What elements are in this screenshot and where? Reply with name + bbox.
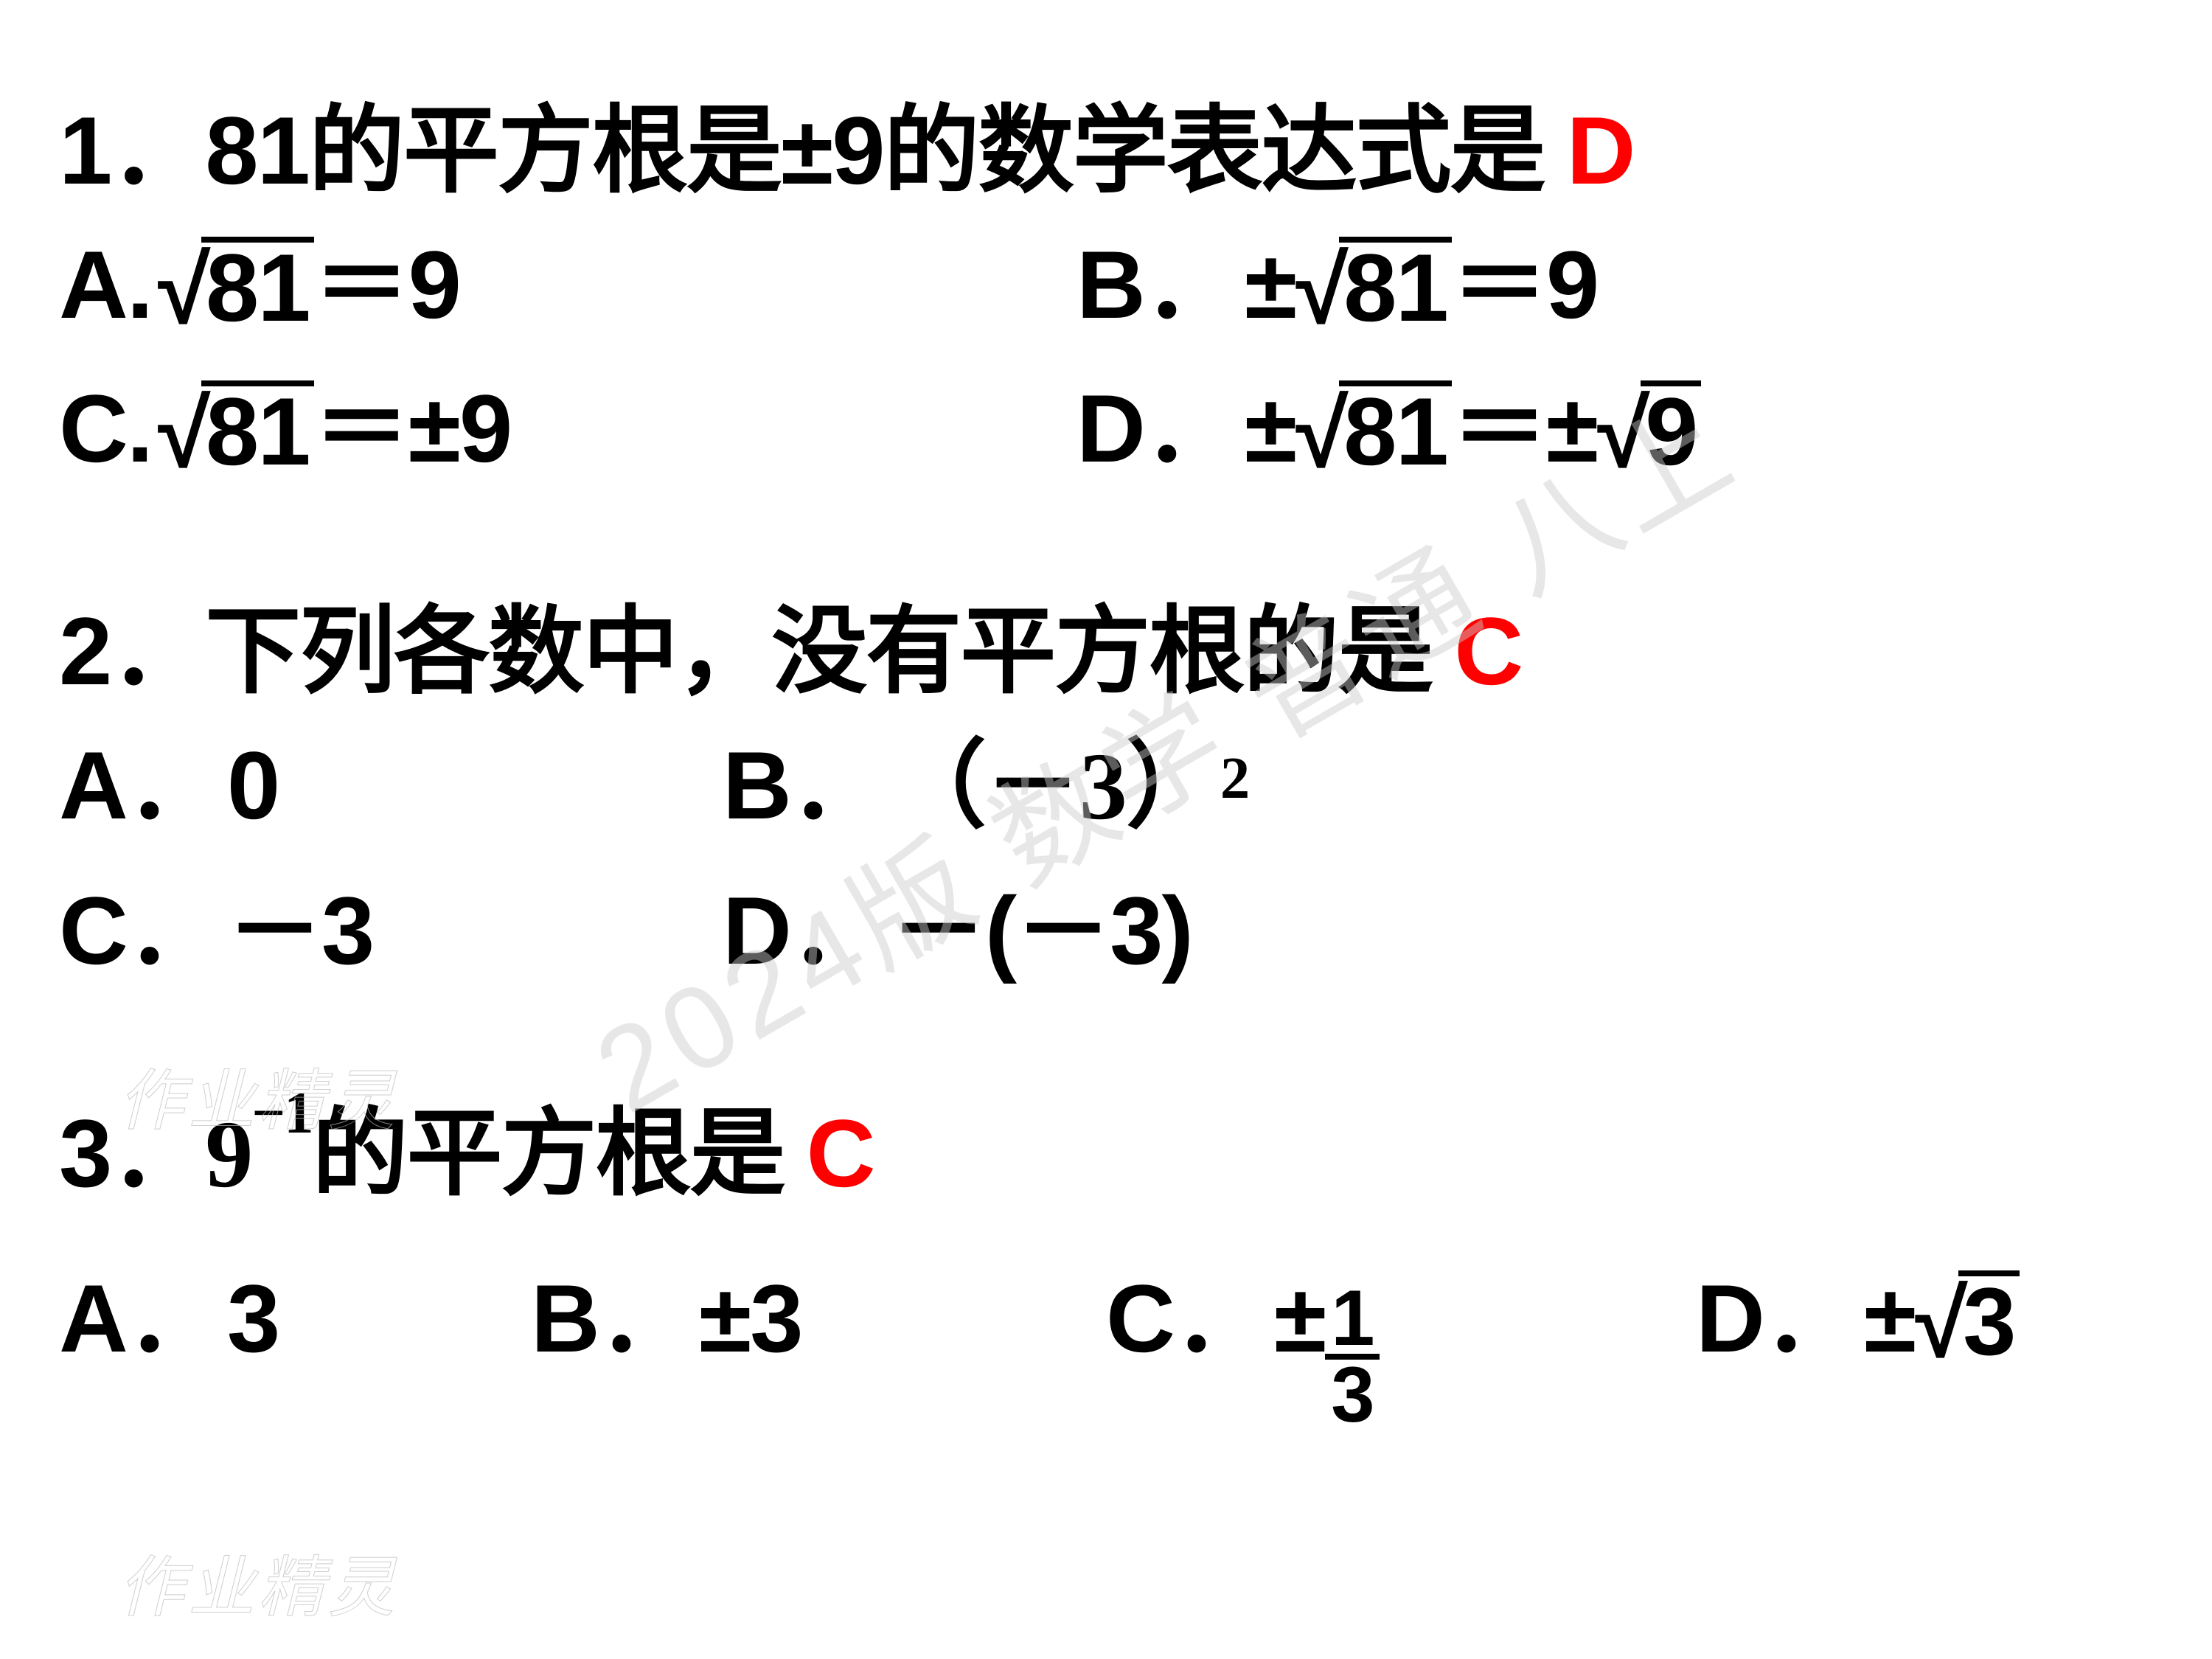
q1-text: ．81的平方根是±9的数学表达式是 <box>111 97 1544 204</box>
question-1: 1．81的平方根是±9的数学表达式是D A. √81＝9 B． ±√81＝9 C… <box>59 88 2153 501</box>
q2-option-d: D． －(－3) <box>723 859 1192 1003</box>
q3-bold: 9 <box>205 1102 251 1208</box>
question-2: 2．下列各数中，没有平方根的是C A． 0 B． （－3）2 C． －3 D． … <box>59 589 2153 1003</box>
q2-options-row1: A． 0 B． （－3）2 <box>59 714 2153 859</box>
opt-label: B． <box>531 1247 693 1391</box>
q1-options-row2: C. √81 ＝±9 D． ± √81 ＝± √9 <box>59 357 2153 501</box>
opt-label: A． <box>59 1247 221 1391</box>
sqrt-icon: √81 <box>158 380 314 478</box>
opt-label: A. <box>59 213 152 357</box>
q2-options-row2: C． －3 D． －(－3) <box>59 859 2153 1003</box>
opt-label: C． <box>59 859 221 1003</box>
sqrt-icon: √81 <box>158 237 314 334</box>
q1-option-a: A. √81＝9 <box>59 213 1077 357</box>
q1-option-d: D． ± √81 ＝± √9 <box>1077 357 1701 501</box>
question-3-stem: 3．9−1的平方根是C <box>59 1091 2153 1217</box>
q2-option-c: C． －3 <box>59 859 723 1003</box>
opt-label: C． <box>1106 1247 1268 1391</box>
q3-options-row: A． 3 B． ±3 C． ±13 D． ±√3 <box>59 1247 2153 1437</box>
q1-option-c: C. √81 ＝±9 <box>59 357 1077 501</box>
question-3: 3．9−1的平方根是C A． 3 B． ±3 C． ±13 D． ±√3 <box>59 1091 2153 1437</box>
opt-label: A． <box>59 714 221 858</box>
q3-prefix: ． <box>111 1099 205 1207</box>
q3-option-b: B． ±3 <box>531 1247 1106 1437</box>
opt-label: B． <box>723 714 885 858</box>
opt-label: B． <box>1077 213 1239 357</box>
q2-answer: C <box>1454 597 1522 705</box>
q3-answer: C <box>807 1099 874 1207</box>
q2-option-a: A． 0 <box>59 714 723 859</box>
fraction: 13 <box>1325 1283 1379 1430</box>
q2-option-b: B． （－3）2 <box>723 714 1248 859</box>
question-1-stem: 1．81的平方根是±9的数学表达式是D <box>59 88 2153 213</box>
watermark-small-2: 作业精灵 <box>118 1534 398 1630</box>
sqrt-icon: √3 <box>1915 1270 2019 1368</box>
q3-sup: −1 <box>251 1080 312 1146</box>
q3-suffix: 的平方根是 <box>313 1099 785 1207</box>
q1-options-row1: A. √81＝9 B． ±√81＝9 <box>59 213 2153 357</box>
q1-answer: D <box>1567 97 1635 204</box>
q2-number: 2 <box>59 597 111 705</box>
opt-label: C. <box>59 357 152 501</box>
opt-label: D． <box>1696 1247 1858 1391</box>
q2-text: ．下列各数中，没有平方根的是 <box>111 597 1432 705</box>
q1-option-b: B． ±√81＝9 <box>1077 213 1598 357</box>
opt-label: D． <box>1077 357 1239 501</box>
q3-option-d: D． ±√3 <box>1696 1247 2020 1437</box>
q3-option-c: C． ±13 <box>1106 1247 1696 1437</box>
sqrt-icon: √81 <box>1295 380 1452 478</box>
opt-label: D． <box>723 859 885 1003</box>
q3-number: 3 <box>59 1099 111 1207</box>
q3-option-a: A． 3 <box>59 1247 531 1437</box>
question-2-stem: 2．下列各数中，没有平方根的是C <box>59 589 2153 714</box>
sqrt-icon: √81 <box>1295 237 1452 334</box>
sqrt-icon: √9 <box>1597 380 1701 478</box>
q1-number: 1 <box>59 97 111 204</box>
